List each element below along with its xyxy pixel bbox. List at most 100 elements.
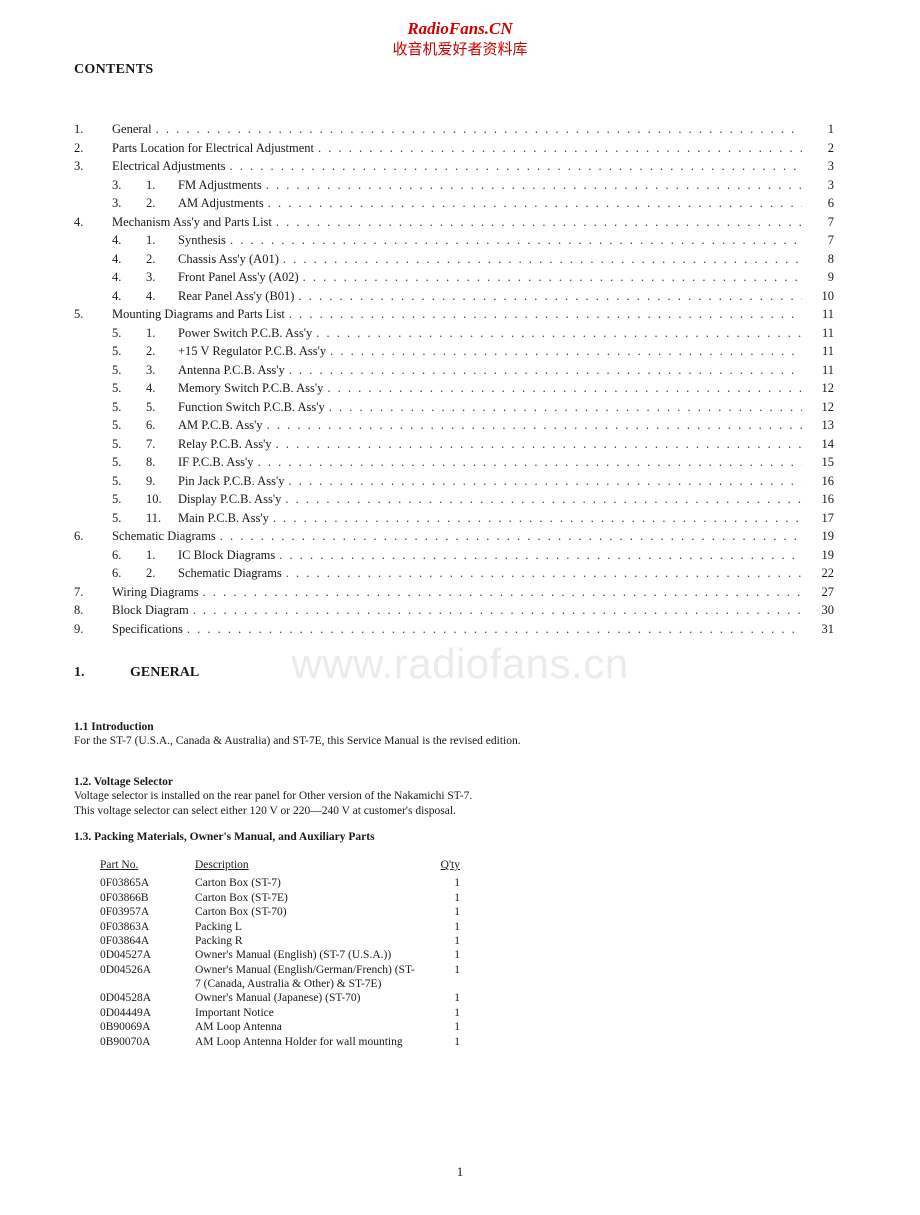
toc-row: 7.Wiring Diagrams27: [74, 583, 834, 602]
toc-title: Parts Location for Electrical Adjustment: [112, 139, 314, 158]
col-description: Description: [195, 858, 420, 872]
toc-subnum-a: 5.: [112, 361, 146, 380]
toc-subnum-a: 5.: [112, 324, 146, 343]
toc-dots: [266, 176, 802, 195]
parts-row: 0F03865ACarton Box (ST-7)1: [100, 876, 460, 890]
toc-title: Mounting Diagrams and Parts List: [112, 305, 285, 324]
toc-num: 7.: [74, 583, 112, 602]
section-1-title: GENERAL: [130, 665, 199, 681]
part-no: 0D04449A: [100, 1006, 195, 1020]
toc-page: 9: [806, 268, 834, 287]
parts-row: 0F03957ACarton Box (ST-70)1: [100, 905, 460, 919]
toc-dots: [268, 194, 802, 213]
part-qty: 1: [420, 934, 460, 948]
toc-dots: [203, 583, 802, 602]
toc-page: 14: [806, 435, 834, 454]
toc-num: 3.: [74, 157, 112, 176]
toc-dots: [279, 546, 802, 565]
parts-row: 0F03863APacking L1: [100, 920, 460, 934]
toc-num: 1.: [74, 120, 112, 139]
toc-dots: [289, 305, 802, 324]
toc-title: Chassis Ass'y (A01): [178, 250, 279, 269]
section-1-1: 1.1 Introduction For the ST-7 (U.S.A., C…: [74, 720, 834, 749]
toc-subnum-b: 11.: [146, 509, 178, 528]
toc-row: 1.General1: [74, 120, 834, 139]
section-1-1-head: 1.1 Introduction: [74, 721, 154, 733]
toc-subnum-a: 5.: [112, 379, 146, 398]
section-1-2-text2: This voltage selector can select either …: [74, 805, 456, 817]
toc-row: 5.11.Main P.C.B. Ass'y17: [74, 509, 834, 528]
part-desc: Packing R: [195, 934, 420, 948]
parts-row: 0B90070AAM Loop Antenna Holder for wall …: [100, 1035, 460, 1049]
toc-subnum-a: 5.: [112, 342, 146, 361]
parts-row: 0F03866BCarton Box (ST-7E)1: [100, 891, 460, 905]
toc-title: Display P.C.B. Ass'y: [178, 490, 281, 509]
toc-title: Front Panel Ass'y (A02): [178, 268, 299, 287]
parts-table: Part No. Description Q'ty 0F03865ACarton…: [100, 858, 460, 1049]
toc-subnum-b: 1.: [146, 231, 178, 250]
part-desc: AM Loop Antenna: [195, 1020, 420, 1034]
toc-row: 3.Electrical Adjustments 3: [74, 157, 834, 176]
part-qty: 1: [420, 963, 460, 992]
section-1-3-head: 1.3. Packing Materials, Owner's Manual, …: [74, 831, 375, 843]
toc-page: 22: [806, 564, 834, 583]
toc-page: 16: [806, 472, 834, 491]
toc-row: 5.1.Power Switch P.C.B. Ass'y11: [74, 324, 834, 343]
toc-page: 11: [806, 305, 834, 324]
parts-row: 0D04526AOwner's Manual (English/German/F…: [100, 963, 460, 992]
part-no: 0D04528A: [100, 991, 195, 1005]
toc-row: 6.1.IC Block Diagrams19: [74, 546, 834, 565]
toc-dots: [303, 268, 802, 287]
part-no: 0F03863A: [100, 920, 195, 934]
toc-dots: [289, 361, 802, 380]
toc-title: Electrical Adjustments: [112, 157, 226, 176]
toc-row: 4.2.Chassis Ass'y (A01)8: [74, 250, 834, 269]
parts-table-header: Part No. Description Q'ty: [100, 858, 460, 872]
toc-subnum-b: 5.: [146, 398, 178, 417]
toc-row: 6.2.Schematic Diagrams22: [74, 564, 834, 583]
toc-title: IF P.C.B. Ass'y: [178, 453, 254, 472]
toc-subnum-b: 2.: [146, 250, 178, 269]
toc-dots: [230, 231, 802, 250]
toc-subnum-b: 2.: [146, 342, 178, 361]
toc-page: 12: [806, 398, 834, 417]
toc-subnum-a: 5.: [112, 453, 146, 472]
part-no: 0B90069A: [100, 1020, 195, 1034]
toc-page: 19: [806, 527, 834, 546]
toc-dots: [276, 213, 802, 232]
toc-title: Specifications: [112, 620, 183, 639]
toc-num: 8.: [74, 601, 112, 620]
toc-dots: [230, 157, 802, 176]
table-of-contents: 1.General1 2. Parts Location for Electrica…: [74, 120, 834, 638]
toc-dots: [276, 435, 802, 454]
toc-subnum-a: 5.: [112, 472, 146, 491]
toc-row: 6.Schematic Diagrams19: [74, 527, 834, 546]
toc-row: 5.8.IF P.C.B. Ass'y15: [74, 453, 834, 472]
toc-subnum-b: 2.: [146, 194, 178, 213]
toc-num: 9.: [74, 620, 112, 639]
part-no: 0D04527A: [100, 948, 195, 962]
toc-row: 5.Mounting Diagrams and Parts List11: [74, 305, 834, 324]
toc-title: Power Switch P.C.B. Ass'y: [178, 324, 312, 343]
toc-page: 11: [806, 324, 834, 343]
toc-subnum-b: 7.: [146, 435, 178, 454]
toc-dots: [288, 472, 802, 491]
watermark-header: RadioFans.CN 收音机爱好者资料库: [0, 18, 920, 60]
toc-page: 3: [806, 176, 834, 195]
part-desc: Carton Box (ST-70): [195, 905, 420, 919]
toc-page: 3: [806, 157, 834, 176]
toc-row: 4.4.Rear Panel Ass'y (B01)10: [74, 287, 834, 306]
part-desc: Owner's Manual (English) (ST-7 (U.S.A.)): [195, 948, 420, 962]
toc-row: 5.3.Antenna P.C.B. Ass'y11: [74, 361, 834, 380]
toc-page: 1: [806, 120, 834, 139]
toc-row: 4.1.Synthesis7: [74, 231, 834, 250]
toc-title: Main P.C.B. Ass'y: [178, 509, 269, 528]
toc-page: 15: [806, 453, 834, 472]
page-number: 1: [0, 1164, 920, 1180]
toc-row: 5.7.Relay P.C.B. Ass'y14: [74, 435, 834, 454]
toc-page: 31: [806, 620, 834, 639]
toc-title: Pin Jack P.C.B. Ass'y: [178, 472, 284, 491]
part-qty: 1: [420, 1035, 460, 1049]
toc-page: 11: [806, 342, 834, 361]
toc-dots: [329, 398, 802, 417]
